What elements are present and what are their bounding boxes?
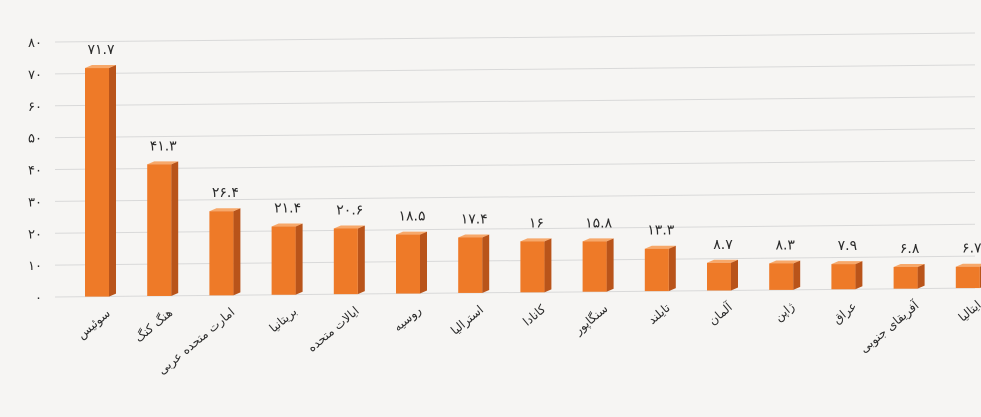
bar — [644, 248, 669, 292]
data-label: ۱۵.۸ — [585, 215, 612, 231]
bar-side — [544, 238, 552, 293]
bar-top — [85, 65, 116, 69]
data-label: ۱۳.۳ — [647, 223, 674, 239]
bar-top — [209, 208, 241, 212]
x-tick-label: بریتانیا — [267, 304, 301, 336]
x-tick-label: عراق — [830, 299, 860, 327]
data-label: ۴۱.۳ — [150, 138, 177, 154]
bar — [831, 264, 856, 290]
y-tick-label: ۸۰ — [28, 36, 42, 51]
data-label: ۷۱.۷ — [87, 42, 114, 58]
y-tick-label: ۷۰ — [28, 68, 42, 83]
x-tick-label: روسیه — [391, 303, 425, 335]
bar — [333, 228, 358, 295]
gridline — [54, 160, 976, 170]
bar-side — [855, 261, 863, 290]
data-label: ۲۱.۴ — [274, 201, 301, 217]
bar — [520, 241, 545, 293]
bar-side — [109, 65, 116, 297]
bar-top — [893, 264, 925, 268]
x-tick-label: ایالات متحده — [305, 304, 362, 355]
bar — [147, 164, 172, 296]
y-tick-label: ۳۰ — [28, 195, 42, 210]
data-label: ۶.۸ — [900, 241, 920, 257]
data-label: ۱۷.۴ — [461, 211, 488, 227]
x-tick-label: کانادا — [520, 302, 548, 329]
data-label: ۲۰.۶ — [336, 202, 363, 218]
x-tick-label: ایتالیا — [956, 298, 981, 325]
bar — [209, 211, 234, 296]
bar-top — [955, 263, 981, 267]
bar-side — [357, 225, 365, 295]
gridline — [54, 128, 976, 139]
x-tick-label: هنگ کنگ — [132, 306, 175, 345]
y-tick-label: ۰ — [35, 291, 42, 306]
y-tick-label: ۲۰ — [28, 227, 42, 242]
x-tick-label: سنگاپور — [571, 301, 612, 338]
y-tick-label: ۶۰ — [28, 100, 42, 115]
y-tick-label: ۱۰ — [28, 259, 42, 274]
gridline — [54, 255, 976, 266]
y-tick-label: ۴۰ — [28, 164, 42, 179]
bar-side — [233, 208, 241, 296]
bar-side — [171, 161, 179, 296]
bar-side — [606, 238, 614, 292]
data-label: ۱۸.۵ — [398, 209, 425, 225]
bar — [893, 267, 918, 289]
x-tick-label: سوئیس — [74, 306, 113, 342]
bar — [271, 226, 296, 295]
bar — [769, 263, 794, 290]
x-tick-label: آلمان — [705, 299, 735, 328]
bar-top — [333, 225, 365, 229]
data-label: ۲۶.۴ — [212, 185, 239, 201]
bar-side — [668, 245, 676, 292]
y-tick-label: ۵۰ — [28, 132, 42, 147]
bar-side — [731, 259, 738, 291]
data-label: ۶.۷ — [962, 241, 981, 257]
gridline — [54, 191, 976, 202]
bar-top — [644, 245, 676, 249]
bar-top — [271, 223, 303, 227]
bar-top — [831, 261, 863, 265]
x-tick-label: استرالیا — [448, 303, 487, 339]
data-label: ۸.۳ — [775, 237, 795, 253]
bar — [582, 241, 607, 292]
gridline — [54, 223, 976, 234]
bar-top — [707, 259, 738, 263]
x-tick-label: تایلند — [645, 301, 673, 327]
bar — [955, 266, 980, 289]
x-tick-label: آفریقای جنوبی — [856, 297, 922, 356]
gridline — [54, 64, 976, 75]
data-label: ۷.۹ — [838, 238, 858, 254]
data-label: ۱۶ — [529, 215, 544, 231]
bar — [396, 234, 420, 294]
gridline — [54, 32, 976, 43]
bar — [458, 237, 483, 293]
bar — [707, 262, 731, 291]
gridline — [54, 96, 976, 107]
bar-side — [917, 264, 925, 289]
bar — [85, 68, 109, 297]
bar-side — [420, 231, 427, 294]
bar-top — [520, 238, 552, 242]
bar-top — [458, 234, 490, 238]
bar-top — [582, 238, 614, 242]
x-tick-label: ژاپن — [772, 299, 798, 325]
bar-top — [396, 231, 427, 235]
data-label: ۸.۷ — [713, 237, 733, 253]
bar-side — [295, 223, 303, 295]
bar-side — [793, 260, 801, 290]
bar-top — [147, 161, 179, 165]
bar-side — [482, 234, 490, 293]
gridline — [54, 287, 976, 298]
bar-top — [769, 260, 801, 264]
